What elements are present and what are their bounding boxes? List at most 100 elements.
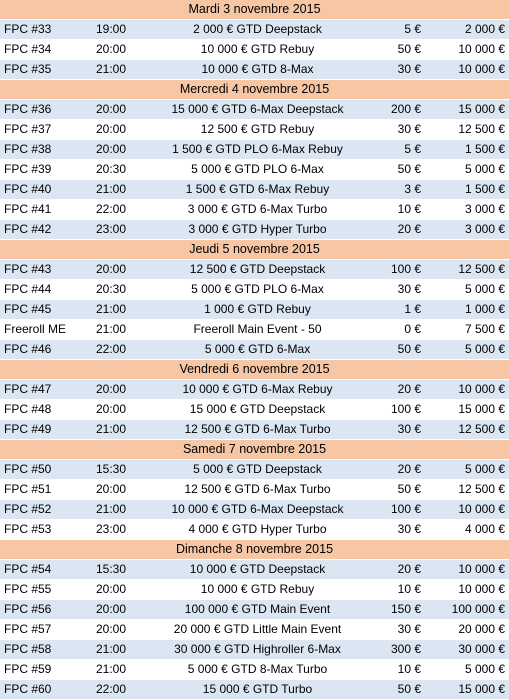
buy-in-cell: 20 € [365, 379, 425, 400]
guaranteed-prize-cell: 5 000 € [425, 279, 509, 300]
buy-in-cell: 30 € [365, 619, 425, 640]
guaranteed-prize-cell: 12 500 € [425, 479, 509, 500]
tournament-name-cell: 1 000 € GTD Rebuy [150, 299, 365, 320]
tournament-id-cell: FPC #51 [0, 479, 92, 500]
table-row: FPC #55 20:00 10 000 € GTD Rebuy 10 €10 000… [0, 579, 509, 600]
tournament-id-cell: FPC #52 [0, 499, 92, 520]
start-time-cell: 22:00 [92, 679, 150, 700]
day-header-row: Dimanche 8 novembre 2015 [0, 539, 509, 560]
tournament-id-cell: FPC #45 [0, 299, 92, 320]
tournament-name-cell: 12 500 € GTD Deepstack [150, 259, 365, 280]
start-time-cell: 21:00 [92, 299, 150, 320]
table-row: FPC #44 20:30 5 000 € GTD PLO 6-Max 30 €5 0… [0, 279, 509, 300]
guaranteed-prize-cell: 30 000 € [425, 639, 509, 660]
start-time-cell: 20:30 [92, 279, 150, 300]
start-time-cell: 20:00 [92, 579, 150, 600]
table-row: FPC #45 21:00 1 000 € GTD Rebuy 1 €1 000 € [0, 299, 509, 320]
buy-in-cell: 20 € [365, 559, 425, 580]
table-row: FPC #52 21:00 10 000 € GTD 6-Max Deepstack… [0, 499, 509, 520]
guaranteed-prize-cell: 1 000 € [425, 299, 509, 320]
table-row: FPC #39 20:30 5 000 € GTD PLO 6-Max 50 €5 0… [0, 159, 509, 180]
tournament-name-cell: 10 000 € GTD 8-Max [150, 59, 365, 80]
tournament-id-cell: FPC #60 [0, 679, 92, 700]
table-row: FPC #33 19:00 2 000 € GTD Deepstack 5 €2 00… [0, 19, 509, 40]
start-time-cell: 15:30 [92, 559, 150, 580]
buy-in-cell: 20 € [365, 459, 425, 480]
tournament-id-cell: FPC #35 [0, 59, 92, 80]
guaranteed-prize-cell: 5 000 € [425, 659, 509, 680]
tournament-id-cell: FPC #53 [0, 519, 92, 540]
table-row: FPC #47 20:00 10 000 € GTD 6-Max Rebuy 20 €… [0, 379, 509, 400]
day-header: Jeudi 5 novembre 2015 [0, 239, 509, 260]
table-row: FPC #54 15:30 10 000 € GTD Deepstack 20 €10… [0, 559, 509, 580]
tournament-name-cell: 1 500 € GTD 6-Max Rebuy [150, 179, 365, 200]
guaranteed-prize-cell: 10 000 € [425, 579, 509, 600]
tournament-name-cell: 12 500 € GTD Rebuy [150, 119, 365, 140]
buy-in-cell: 0 € [365, 319, 425, 340]
start-time-cell: 20:00 [92, 479, 150, 500]
buy-in-cell: 30 € [365, 419, 425, 440]
table-row: FPC #42 23:00 3 000 € GTD Hyper Turbo 20 €3… [0, 219, 509, 240]
tournament-name-cell: 12 500 € GTD 6-Max Turbo [150, 479, 365, 500]
tournament-name-cell: 4 000 € GTD Hyper Turbo [150, 519, 365, 540]
table-row: Freeroll ME 21:00 Freeroll Main Event - 50… [0, 319, 509, 340]
buy-in-cell: 30 € [365, 519, 425, 540]
tournament-name-cell: 5 000 € GTD 6-Max [150, 339, 365, 360]
table-row: FPC #48 20:00 15 000 € GTD Deepstack 100 €1… [0, 399, 509, 420]
tournament-id-cell: FPC #43 [0, 259, 92, 280]
table-row: FPC #46 22:00 5 000 € GTD 6-Max 50 €5 000 € [0, 339, 509, 360]
start-time-cell: 21:00 [92, 639, 150, 660]
tournament-id-cell: FPC #59 [0, 659, 92, 680]
buy-in-cell: 100 € [365, 499, 425, 520]
tournament-name-cell: 30 000 € GTD Highroller 6-Max [150, 639, 365, 660]
tournament-name-cell: 10 000 € GTD Deepstack [150, 559, 365, 580]
guaranteed-prize-cell: 5 000 € [425, 339, 509, 360]
guaranteed-prize-cell: 5 000 € [425, 459, 509, 480]
table-row: FPC #53 23:00 4 000 € GTD Hyper Turbo 30 €4… [0, 519, 509, 540]
day-header-row: Jeudi 5 novembre 2015 [0, 239, 509, 260]
start-time-cell: 20:00 [92, 259, 150, 280]
tournament-name-cell: Freeroll Main Event - 50 [150, 319, 365, 340]
buy-in-cell: 100 € [365, 399, 425, 420]
start-time-cell: 21:00 [92, 419, 150, 440]
tournament-id-cell: FPC #36 [0, 99, 92, 120]
guaranteed-prize-cell: 12 500 € [425, 419, 509, 440]
table-row: FPC #58 21:00 30 000 € GTD Highroller 6-Ma… [0, 639, 509, 660]
tournament-id-cell: FPC #37 [0, 119, 92, 140]
day-header-row: Samedi 7 novembre 2015 [0, 439, 509, 460]
guaranteed-prize-cell: 12 500 € [425, 119, 509, 140]
table-row: FPC #37 20:00 12 500 € GTD Rebuy 30 €12 500… [0, 119, 509, 140]
start-time-cell: 22:00 [92, 199, 150, 220]
table-row: FPC #36 20:00 15 000 € GTD 6-Max Deepstack… [0, 99, 509, 120]
day-header: Mercredi 4 novembre 2015 [0, 79, 509, 100]
day-header: Vendredi 6 novembre 2015 [0, 359, 509, 380]
buy-in-cell: 300 € [365, 639, 425, 660]
tournament-id-cell: FPC #48 [0, 399, 92, 420]
tournament-id-cell: FPC #40 [0, 179, 92, 200]
buy-in-cell: 3 € [365, 179, 425, 200]
tournament-id-cell: FPC #47 [0, 379, 92, 400]
buy-in-cell: 5 € [365, 139, 425, 160]
start-time-cell: 21:00 [92, 499, 150, 520]
buy-in-cell: 30 € [365, 59, 425, 80]
day-header-row: Mercredi 4 novembre 2015 [0, 79, 509, 100]
tournament-name-cell: 15 000 € GTD Turbo [150, 679, 365, 700]
start-time-cell: 21:00 [92, 659, 150, 680]
buy-in-cell: 50 € [365, 339, 425, 360]
buy-in-cell: 1 € [365, 299, 425, 320]
tournament-id-cell: FPC #57 [0, 619, 92, 640]
tournament-name-cell: 12 500 € GTD 6-Max Turbo [150, 419, 365, 440]
start-time-cell: 20:00 [92, 119, 150, 140]
guaranteed-prize-cell: 15 000 € [425, 679, 509, 700]
tournament-name-cell: 15 000 € GTD Deepstack [150, 399, 365, 420]
tournament-name-cell: 20 000 € GTD Little Main Event [150, 619, 365, 640]
start-time-cell: 23:00 [92, 219, 150, 240]
tournament-id-cell: FPC #49 [0, 419, 92, 440]
guaranteed-prize-cell: 1 500 € [425, 179, 509, 200]
tournament-name-cell: 5 000 € GTD Deepstack [150, 459, 365, 480]
start-time-cell: 22:00 [92, 339, 150, 360]
buy-in-cell: 50 € [365, 679, 425, 700]
table-row: FPC #51 20:00 12 500 € GTD 6-Max Turbo 50 €… [0, 479, 509, 500]
guaranteed-prize-cell: 20 000 € [425, 619, 509, 640]
